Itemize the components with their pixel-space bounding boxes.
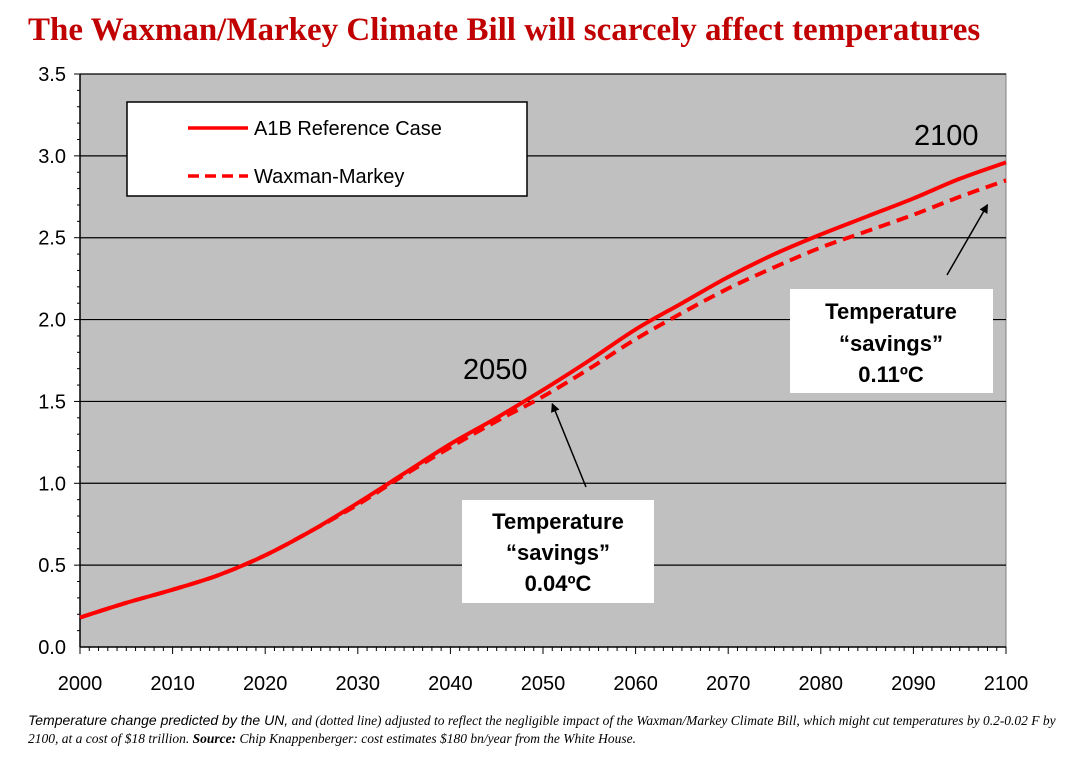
- footnote-body: and (dotted line) adjusted to reflect th…: [28, 713, 1056, 746]
- x-tick-label: 2080: [799, 673, 844, 695]
- callout-2050: Temperature “savings” 0.04ºC: [462, 402, 654, 603]
- x-tick-label: 2090: [891, 673, 936, 695]
- x-tick-label: 2060: [613, 673, 658, 695]
- callout-2050-line2: “savings”: [506, 540, 610, 565]
- x-tick-label: 2000: [58, 673, 103, 695]
- callout-2050-line3: 0.04ºC: [525, 571, 592, 596]
- callout-2100: Temperature “savings” 0.11ºC: [790, 203, 993, 393]
- callout-2100-line1: Temperature: [825, 299, 957, 324]
- footnote-source-text: Chip Knappenberger: cost estimates $180 …: [236, 731, 636, 746]
- annotation-year-2100: 2100: [914, 120, 979, 152]
- x-tick-label: 2020: [243, 673, 288, 695]
- chart-title: The Waxman/Markey Climate Bill will scar…: [28, 12, 981, 48]
- callout-2100-arrow: [946, 203, 989, 276]
- legend-label-waxman-markey: Waxman-Markey: [254, 166, 404, 188]
- footnote-source-label: Source:: [192, 731, 237, 746]
- callout-2050-line1: Temperature: [492, 509, 624, 534]
- footnote-lead: Temperature change predicted by the UN,: [28, 712, 289, 728]
- series-line-a1b-reference-case: [79, 160, 1007, 620]
- callout-2100-line2: “savings”: [839, 331, 943, 356]
- y-tick-label: 1.0: [38, 473, 66, 495]
- axes: 0.0 0.5 1.0 1.5 2.0 2.5 3.0 3.5 2000 2010 2020 2030…: [38, 64, 1028, 695]
- x-tick-label: 2040: [428, 673, 473, 695]
- legend-box: [126, 101, 528, 197]
- y-tick-label: 3.5: [38, 64, 66, 86]
- x-tick-label: 2010: [150, 673, 195, 695]
- x-tick-label: 2100: [984, 673, 1029, 695]
- legend-label-a1b: A1B Reference Case: [254, 118, 442, 140]
- footnote: Temperature change predicted by the UN, …: [28, 711, 1058, 748]
- annotation-year-2050: 2050: [463, 354, 528, 386]
- callout-2100-line3: 0.11ºC: [858, 362, 924, 387]
- y-tick-label: 2.5: [38, 228, 66, 250]
- legend: A1B Reference Case Waxman-Markey: [126, 101, 528, 197]
- y-tick-label: 1.5: [38, 391, 66, 413]
- y-tick-label: 3.0: [38, 146, 66, 168]
- callout-2050-box: [462, 500, 654, 603]
- x-tick-label: 2050: [521, 673, 566, 695]
- y-tick-label: 2.0: [38, 310, 66, 332]
- callout-2100-box: [790, 289, 993, 393]
- x-tick-label: 2030: [336, 673, 381, 695]
- y-tick-label: 0.0: [38, 637, 66, 659]
- callout-2050-arrow: [551, 402, 587, 488]
- series-lines: [79, 160, 1007, 620]
- y-tick-label: 0.5: [38, 555, 66, 577]
- x-tick-label: 2070: [706, 673, 751, 695]
